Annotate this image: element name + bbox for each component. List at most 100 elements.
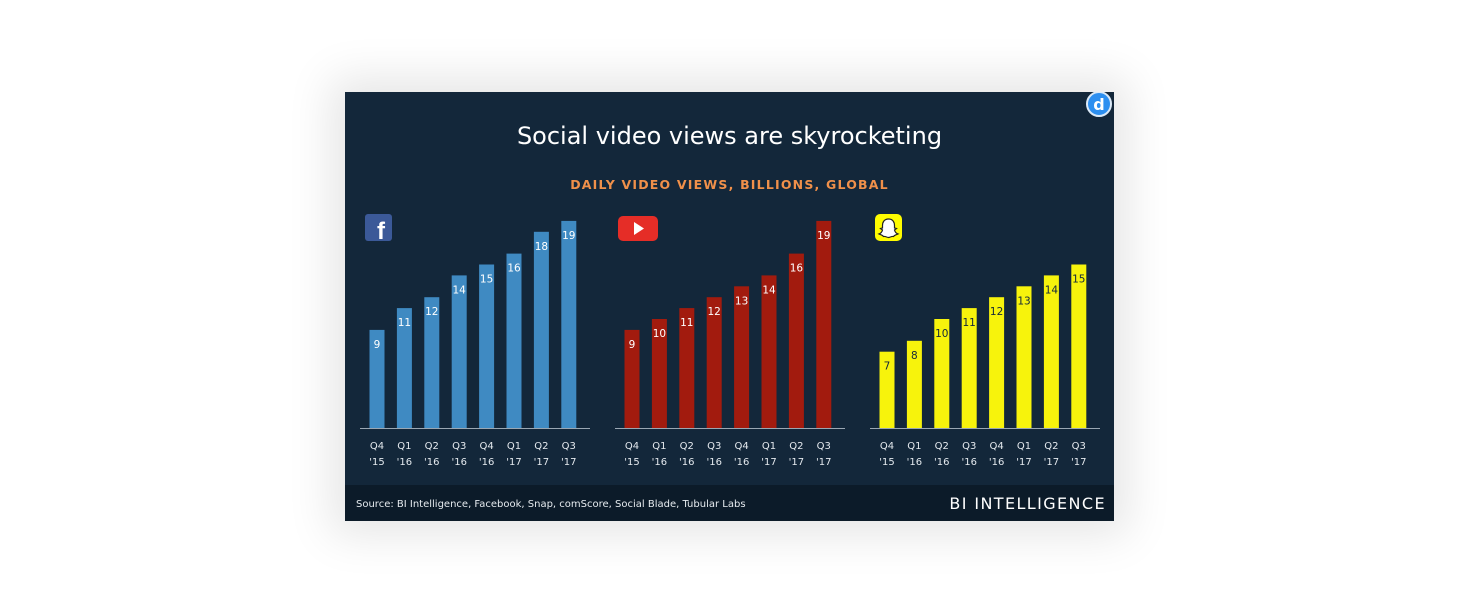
x-tick-year: '16 xyxy=(934,457,949,468)
bar xyxy=(424,297,440,428)
data-label: 11 xyxy=(398,317,411,329)
data-label: 15 xyxy=(1072,274,1085,286)
chart-panel-2: 9 Q4 '15 10 Q1 '16 11 Q2 '16 12 Q3 '16 13 Q4 '16 14 Q1 '1… xyxy=(615,216,845,468)
x-tick-year: '16 xyxy=(397,457,412,468)
snapchat-ghost-glyph xyxy=(877,218,900,239)
x-tick-label: Q3 xyxy=(962,441,976,452)
x-tick-label: Q1 xyxy=(652,441,666,452)
data-label: 19 xyxy=(562,230,575,242)
bar xyxy=(451,275,467,428)
data-label: 14 xyxy=(762,284,776,296)
youtube-logo-icon xyxy=(618,216,658,241)
data-label: 10 xyxy=(935,328,948,340)
x-tick-year: '17 xyxy=(1016,457,1031,468)
bar xyxy=(961,308,977,428)
snapchat-logo-icon xyxy=(875,214,902,241)
bar xyxy=(479,264,495,428)
x-tick-label: Q2 xyxy=(789,441,803,452)
data-label: 9 xyxy=(374,339,381,351)
x-tick-year: '17 xyxy=(816,457,831,468)
data-label: 14 xyxy=(453,284,467,296)
bar xyxy=(761,275,777,428)
x-tick-year: '16 xyxy=(652,457,667,468)
x-tick-year: '15 xyxy=(879,457,894,468)
x-tick-label: Q4 xyxy=(625,441,639,452)
data-label: 15 xyxy=(480,274,493,286)
facebook-logo-bg xyxy=(365,214,392,241)
x-tick-year: '17 xyxy=(1044,457,1059,468)
x-tick-year: '16 xyxy=(679,457,694,468)
x-tick-year: '16 xyxy=(479,457,494,468)
x-tick-label: Q1 xyxy=(507,441,521,452)
x-tick-year: '16 xyxy=(907,457,922,468)
bar xyxy=(679,308,695,428)
x-tick-label: Q3 xyxy=(707,441,721,452)
x-tick-year: '15 xyxy=(369,457,384,468)
bar xyxy=(1043,275,1059,428)
brand-logo: BI INTELLIGENCE xyxy=(949,494,1106,513)
data-label: 16 xyxy=(507,263,521,275)
x-tick-label: Q2 xyxy=(425,441,439,452)
x-tick-year: '16 xyxy=(706,457,721,468)
x-tick-label: Q2 xyxy=(680,441,694,452)
d-badge-icon[interactable]: d xyxy=(1086,92,1112,117)
bar xyxy=(396,308,412,428)
data-label: 16 xyxy=(790,263,804,275)
x-tick-year: '17 xyxy=(1071,457,1086,468)
x-tick-year: '16 xyxy=(424,457,439,468)
data-label: 12 xyxy=(425,306,438,318)
x-tick-year: '17 xyxy=(534,457,549,468)
data-label: 11 xyxy=(680,317,693,329)
data-label: 11 xyxy=(963,317,976,329)
source-note: Source: BI Intelligence, Facebook, Snap,… xyxy=(356,499,746,510)
facebook-logo-glyph: f xyxy=(377,218,386,245)
x-tick-year: '16 xyxy=(989,457,1004,468)
x-tick-label: Q3 xyxy=(452,441,466,452)
x-tick-label: Q4 xyxy=(880,441,894,452)
bar xyxy=(788,253,804,428)
bar xyxy=(651,319,667,428)
x-tick-label: Q4 xyxy=(734,441,748,452)
data-label: 12 xyxy=(708,306,721,318)
chart-panel-1: f 9 Q4 '15 11 Q1 '16 12 Q2 '16 14 Q3 '16 15 Q4 '16 16 Q1 '… xyxy=(360,214,590,468)
x-tick-label: Q1 xyxy=(762,441,776,452)
bar xyxy=(624,329,640,428)
data-label: 13 xyxy=(1017,295,1030,307)
x-tick-label: Q2 xyxy=(534,441,548,452)
bar xyxy=(879,351,895,428)
x-tick-label: Q2 xyxy=(935,441,949,452)
bar xyxy=(369,329,385,428)
data-label: 7 xyxy=(884,361,891,373)
x-tick-year: '15 xyxy=(624,457,639,468)
data-label: 18 xyxy=(535,241,548,253)
data-label: 9 xyxy=(629,339,636,351)
x-tick-label: Q3 xyxy=(1072,441,1086,452)
bar xyxy=(734,286,750,428)
x-tick-label: Q4 xyxy=(989,441,1003,452)
bar xyxy=(934,319,950,428)
data-label: 12 xyxy=(990,306,1003,318)
x-tick-label: Q4 xyxy=(370,441,384,452)
data-label: 13 xyxy=(735,295,748,307)
x-tick-label: Q3 xyxy=(817,441,831,452)
x-tick-year: '17 xyxy=(789,457,804,468)
bar xyxy=(989,297,1005,428)
chart-card: f 9 Q4 '15 11 Q1 '16 12 Q2 '16 14 Q3 '16 15 Q4 '16 16 Q1 '… xyxy=(345,92,1114,521)
chart-canvas: f 9 Q4 '15 11 Q1 '16 12 Q2 '16 14 Q3 '16 15 Q4 '16 16 Q1 '… xyxy=(360,214,1100,468)
footer-bar xyxy=(345,485,1114,521)
data-label: 8 xyxy=(911,350,918,362)
bar xyxy=(506,253,522,428)
x-tick-label: Q3 xyxy=(562,441,576,452)
bar xyxy=(561,220,577,428)
bar xyxy=(816,220,832,428)
x-tick-label: Q1 xyxy=(907,441,921,452)
x-tick-year: '17 xyxy=(561,457,576,468)
bar xyxy=(706,297,722,428)
x-tick-label: Q4 xyxy=(479,441,493,452)
x-tick-label: Q1 xyxy=(397,441,411,452)
x-tick-year: '16 xyxy=(451,457,466,468)
youtube-play-glyph xyxy=(634,222,644,235)
bar xyxy=(533,231,549,428)
x-tick-year: '16 xyxy=(961,457,976,468)
data-label: 19 xyxy=(817,230,830,242)
